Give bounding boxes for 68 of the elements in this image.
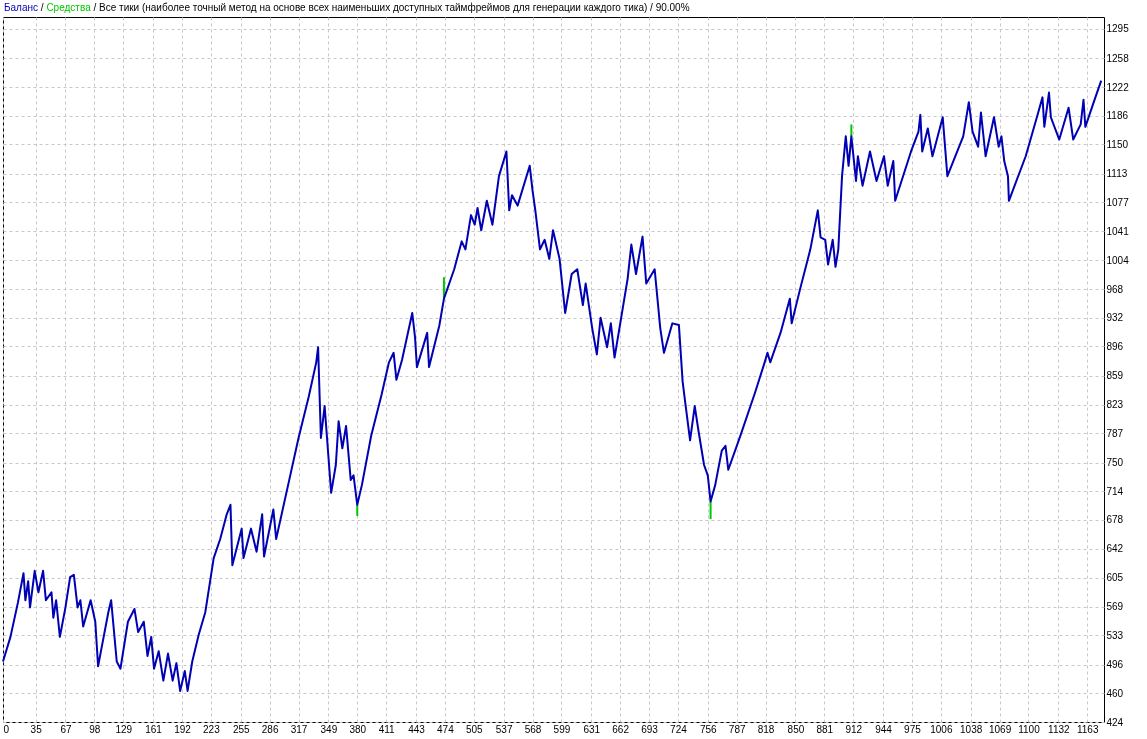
x-tick-label: 537 <box>495 723 513 735</box>
x-tick-label: 662 <box>612 723 630 735</box>
y-tick-label: 714 <box>1106 485 1124 497</box>
chart-title: / Все тики (наиболее точный метод на основе всех наименьших доступных таймфреймов для генерации каждого тика) / 90.00% <box>93 2 690 13</box>
y-tick-label: 859 <box>1106 370 1124 382</box>
line-series <box>2 79 1103 692</box>
y-tick-label: 605 <box>1106 572 1124 584</box>
x-tick-label: 756 <box>699 723 718 735</box>
x-tick-label: 599 <box>553 723 571 735</box>
x-tick-label: 317 <box>290 723 308 735</box>
text: Баланс <box>4 2 39 13</box>
x-tick-label: 67 <box>60 723 72 735</box>
y-tick-label: 642 <box>1106 543 1124 555</box>
y-tick-label: 533 <box>1106 629 1124 641</box>
x-tick-label: 443 <box>408 723 426 735</box>
x-tick-label: 349 <box>320 723 338 735</box>
y-tick-label: 1150 <box>1106 138 1129 150</box>
x-tick-label: 286 <box>261 723 279 735</box>
y-tick-label: 1222 <box>1106 81 1130 93</box>
y-tick-label: 968 <box>1106 283 1124 295</box>
x-tick-label: 693 <box>641 723 659 735</box>
x-tick-label: 818 <box>757 723 775 735</box>
x-tick-label: 223 <box>203 723 221 735</box>
x-tick-label: 724 <box>670 723 688 735</box>
x-tick-label: 35 <box>30 723 43 735</box>
x-tick-label: 380 <box>349 723 367 735</box>
x-tick-label: 1006 <box>930 723 953 735</box>
x-tick-label: 98 <box>89 723 101 735</box>
y-tick-label: 1295 <box>1106 23 1130 35</box>
text: / <box>40 2 44 13</box>
y-tick-label: 896 <box>1106 340 1124 352</box>
x-tick-label: 161 <box>145 723 163 735</box>
y-tick-label: 823 <box>1106 399 1124 411</box>
y-tick-label: 932 <box>1106 312 1124 324</box>
x-tick-label: 192 <box>174 723 192 735</box>
x-tick-label: 255 <box>232 723 251 735</box>
x-tick-label: 850 <box>787 723 805 735</box>
x-tick-label: 787 <box>728 723 746 735</box>
x-tick-label: 0 <box>3 723 10 735</box>
y-tick-label: 1041 <box>1106 225 1130 237</box>
y-tick-label: 787 <box>1106 427 1124 439</box>
y-tick-label: 1258 <box>1106 52 1130 64</box>
x-tick-label: 474 <box>437 723 455 735</box>
y-tick-label: 1113 <box>1106 168 1128 180</box>
y-tick-label: 750 <box>1106 457 1124 469</box>
x-tick-label: 631 <box>583 723 601 735</box>
text: Средства <box>46 2 91 13</box>
x-tick-label: 129 <box>115 723 133 735</box>
x-tick-label: 1100 <box>1018 723 1041 735</box>
x-tick-label: 912 <box>845 723 863 735</box>
y-tick-label: 460 <box>1106 687 1124 699</box>
x-tick-label: 1069 <box>988 723 1012 735</box>
x-tick-label: 1163 <box>1076 723 1099 735</box>
y-tick-label: 496 <box>1106 659 1124 671</box>
y-tick-label: 678 <box>1106 514 1124 526</box>
x-tick-label: 505 <box>465 723 484 735</box>
y-tick-label: 1077 <box>1106 196 1130 208</box>
x-tick-label: 881 <box>816 723 834 735</box>
x-tick-label: 1132 <box>1048 723 1070 735</box>
y-tick-label: 1186 <box>1106 110 1129 122</box>
x-tick-label: 568 <box>524 723 542 735</box>
y-tick-label: 1004 <box>1106 254 1130 266</box>
x-tick-label: 975 <box>904 723 922 735</box>
x-tick-label: 1038 <box>960 723 983 735</box>
y-tick-label: 569 <box>1106 601 1124 613</box>
y-tick-label: 424 <box>1106 716 1124 728</box>
x-tick-label: 411 <box>378 723 396 735</box>
x-tick-label: 944 <box>875 723 893 735</box>
